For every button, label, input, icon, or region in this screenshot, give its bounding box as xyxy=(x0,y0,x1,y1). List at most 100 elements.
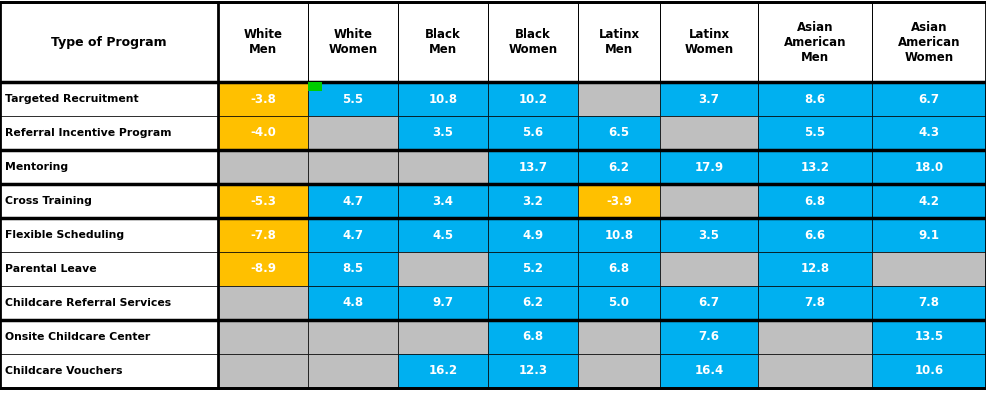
Text: Cross Training: Cross Training xyxy=(5,196,92,206)
Text: 17.9: 17.9 xyxy=(694,160,724,173)
Bar xyxy=(660,218,758,252)
Bar xyxy=(218,252,308,286)
Text: 13.2: 13.2 xyxy=(801,160,829,173)
Text: 16.4: 16.4 xyxy=(694,364,724,377)
Bar xyxy=(872,116,986,150)
Text: 6.2: 6.2 xyxy=(523,297,543,310)
Text: 9.1: 9.1 xyxy=(919,229,940,242)
Bar xyxy=(398,2,488,82)
Bar xyxy=(398,218,488,252)
Bar xyxy=(398,354,488,388)
Bar xyxy=(660,286,758,320)
Bar xyxy=(660,2,758,82)
Text: 6.8: 6.8 xyxy=(523,331,543,344)
Bar xyxy=(660,116,758,150)
Text: Type of Program: Type of Program xyxy=(51,35,167,48)
Text: Targeted Recruitment: Targeted Recruitment xyxy=(5,94,139,104)
Text: 4.3: 4.3 xyxy=(919,126,940,139)
Text: 13.7: 13.7 xyxy=(519,160,547,173)
Bar xyxy=(872,218,986,252)
Bar xyxy=(308,150,398,184)
Text: 6.2: 6.2 xyxy=(608,160,629,173)
Bar xyxy=(758,354,872,388)
Bar xyxy=(758,82,872,116)
Text: -4.0: -4.0 xyxy=(250,126,276,139)
Bar xyxy=(578,354,660,388)
Bar xyxy=(0,320,218,354)
Text: 6.7: 6.7 xyxy=(698,297,720,310)
Text: Black
Men: Black Men xyxy=(425,28,460,56)
Bar xyxy=(660,82,758,116)
Bar xyxy=(872,150,986,184)
Text: 3.7: 3.7 xyxy=(698,93,720,106)
Text: 6.5: 6.5 xyxy=(608,126,630,139)
Bar xyxy=(398,320,488,354)
Text: 7.8: 7.8 xyxy=(919,297,940,310)
Bar xyxy=(758,218,872,252)
Bar xyxy=(398,82,488,116)
Text: 3.5: 3.5 xyxy=(698,229,720,242)
Bar xyxy=(218,150,308,184)
Bar xyxy=(308,218,398,252)
Text: 8.6: 8.6 xyxy=(805,93,825,106)
Text: 13.5: 13.5 xyxy=(914,331,944,344)
Text: -3.8: -3.8 xyxy=(250,93,276,106)
Text: 3.5: 3.5 xyxy=(433,126,454,139)
Bar xyxy=(398,150,488,184)
Text: 6.8: 6.8 xyxy=(805,195,825,208)
Bar xyxy=(872,286,986,320)
Bar xyxy=(308,116,398,150)
Bar xyxy=(578,116,660,150)
Bar xyxy=(872,354,986,388)
Text: 6.7: 6.7 xyxy=(919,93,940,106)
Text: Childcare Vouchers: Childcare Vouchers xyxy=(5,366,122,376)
Bar xyxy=(0,150,218,184)
Bar xyxy=(660,252,758,286)
Bar xyxy=(308,252,398,286)
Bar xyxy=(488,252,578,286)
Bar xyxy=(872,2,986,82)
Bar xyxy=(0,82,218,116)
Bar xyxy=(308,2,398,82)
Bar xyxy=(758,286,872,320)
Bar xyxy=(872,252,986,286)
Bar xyxy=(0,116,218,150)
Bar xyxy=(578,218,660,252)
Bar xyxy=(578,184,660,218)
Bar xyxy=(0,184,218,218)
Text: Flexible Scheduling: Flexible Scheduling xyxy=(5,230,124,240)
Text: Latinx
Women: Latinx Women xyxy=(684,28,734,56)
Bar xyxy=(218,116,308,150)
Bar xyxy=(0,218,218,252)
Bar xyxy=(872,184,986,218)
Bar xyxy=(0,252,218,286)
Bar xyxy=(660,320,758,354)
Text: 4.9: 4.9 xyxy=(523,229,543,242)
Text: 10.8: 10.8 xyxy=(604,229,634,242)
Bar xyxy=(488,184,578,218)
Bar xyxy=(488,150,578,184)
Bar xyxy=(218,354,308,388)
Text: -7.8: -7.8 xyxy=(250,229,276,242)
Text: 5.0: 5.0 xyxy=(608,297,629,310)
Text: Latinx
Men: Latinx Men xyxy=(599,28,640,56)
Bar xyxy=(218,82,308,116)
Text: 18.0: 18.0 xyxy=(914,160,944,173)
Bar xyxy=(660,150,758,184)
Bar xyxy=(308,184,398,218)
Text: 10.8: 10.8 xyxy=(429,93,458,106)
Bar xyxy=(0,2,218,82)
Bar xyxy=(758,320,872,354)
Bar xyxy=(488,116,578,150)
Bar xyxy=(578,150,660,184)
Bar xyxy=(398,286,488,320)
Text: Childcare Referral Services: Childcare Referral Services xyxy=(5,298,172,308)
Bar xyxy=(488,320,578,354)
Bar xyxy=(0,286,218,320)
Text: Asian
American
Women: Asian American Women xyxy=(897,20,960,63)
Text: 5.6: 5.6 xyxy=(523,126,543,139)
Text: 12.3: 12.3 xyxy=(519,364,547,377)
Bar xyxy=(758,252,872,286)
Text: -3.9: -3.9 xyxy=(606,195,632,208)
Text: 12.8: 12.8 xyxy=(801,262,829,275)
